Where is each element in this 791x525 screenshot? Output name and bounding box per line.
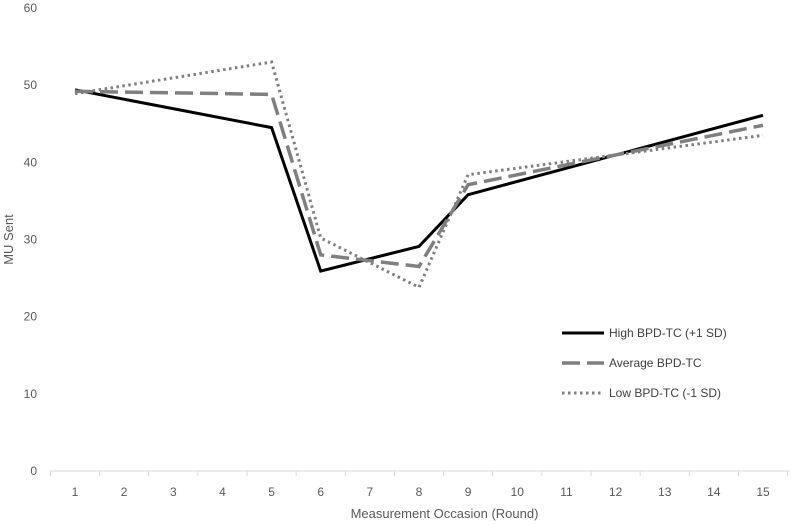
y-tick-label-10: 10 — [24, 387, 38, 401]
series-line-high-bpd-tc-1-sd — [74, 88, 764, 273]
y-tick-label-20: 20 — [24, 310, 38, 324]
y-tick-label-30: 30 — [24, 233, 38, 247]
series-layer — [74, 60, 764, 290]
x-tick-label-14: 14 — [707, 485, 721, 499]
x-tick-label-5: 5 — [268, 485, 275, 499]
x-tick-label-3: 3 — [170, 485, 177, 499]
x-tick-label-12: 12 — [609, 485, 623, 499]
y-tick-label-60: 60 — [24, 1, 38, 15]
x-tick-label-11: 11 — [560, 485, 573, 499]
x-tick-label-1: 1 — [72, 485, 79, 499]
series-line-average-bpd-tc — [74, 89, 764, 269]
x-tick-label-4: 4 — [219, 485, 226, 499]
x-tick-label-13: 13 — [658, 485, 672, 499]
legend-label-average-bpd-tc: Average BPD-TC — [609, 356, 702, 370]
x-tick-label-10: 10 — [511, 485, 525, 499]
legend-label-high-bpd-tc-1-sd: High BPD-TC (+1 SD) — [609, 326, 727, 340]
y-tick-label-0: 0 — [30, 464, 37, 478]
legend-label-low-bpd-tc-1-sd: Low BPD-TC (-1 SD) — [609, 386, 721, 400]
y-tick-label-50: 50 — [24, 78, 38, 92]
x-tick-label-2: 2 — [121, 485, 128, 499]
x-axis-title: Measurement Occasion (Round) — [351, 506, 539, 521]
series-line-low-bpd-tc-1-sd — [74, 60, 764, 290]
x-tick-label-15: 15 — [756, 485, 770, 499]
x-tick-label-8: 8 — [416, 485, 423, 499]
y-tick-label-40: 40 — [24, 155, 38, 169]
x-tick-label-7: 7 — [367, 485, 374, 499]
x-tick-label-9: 9 — [465, 485, 472, 499]
y-axis-title: MU Sent — [1, 214, 16, 265]
x-tick-label-6: 6 — [317, 485, 324, 499]
legend: High BPD-TC (+1 SD) Average BPD-TC Low BPD… — [562, 326, 727, 400]
